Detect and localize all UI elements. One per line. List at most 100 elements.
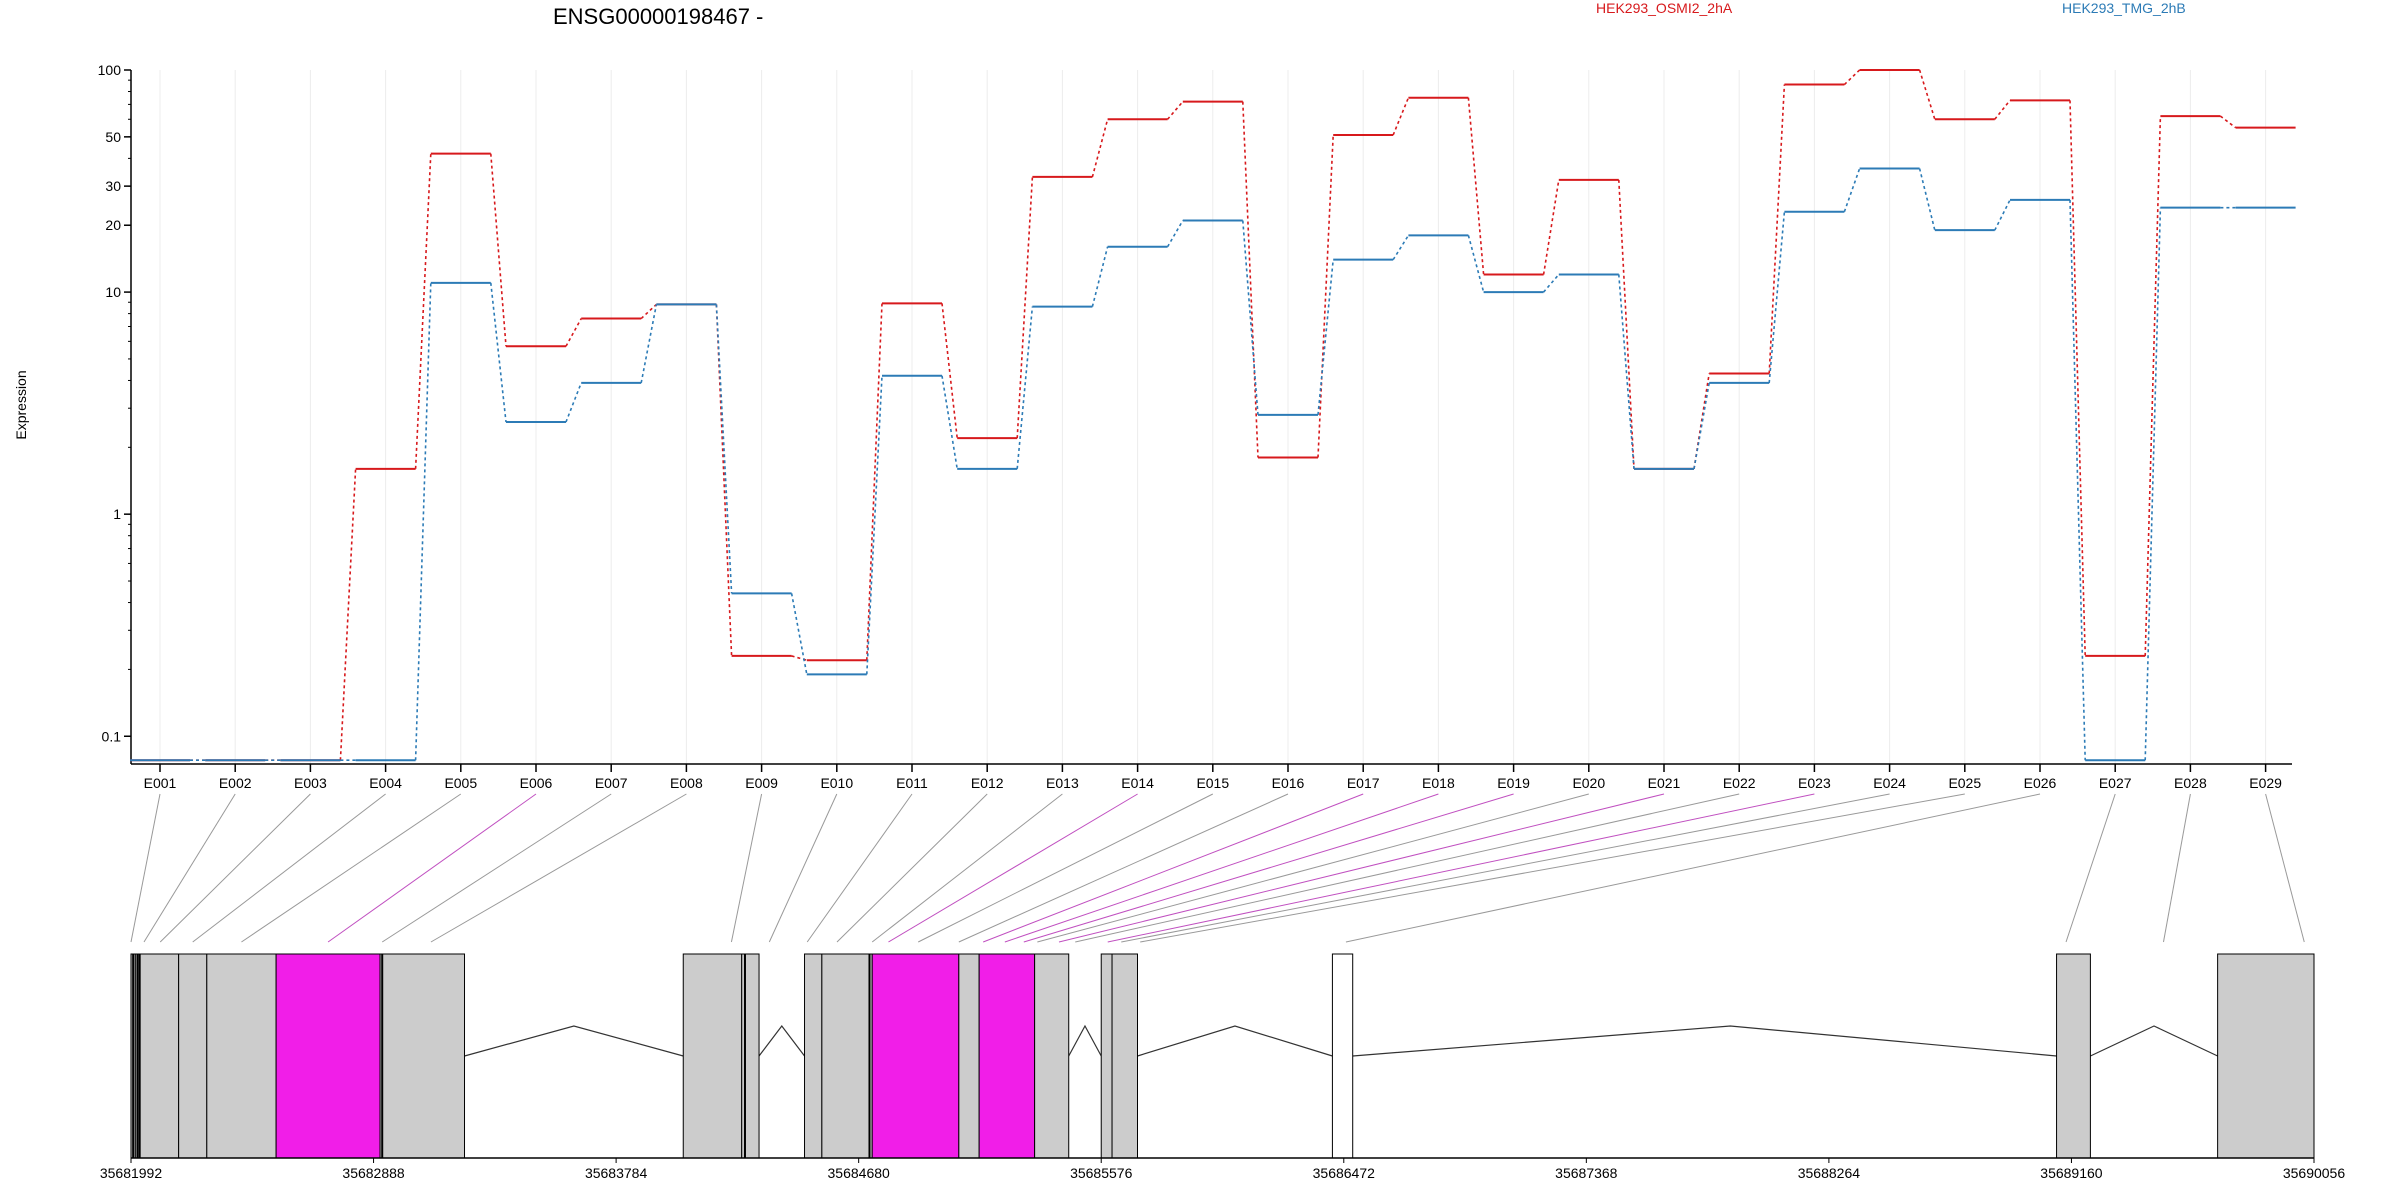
connector-segment <box>1242 220 1259 415</box>
connector-segment <box>2144 116 2162 656</box>
exon-link-e007 <box>381 793 612 943</box>
legend-label-tmg: HEK293_TMG_2hB <box>2062 0 2186 16</box>
exon-block <box>1100 953 1113 1159</box>
connector-segment <box>941 303 958 439</box>
connector-segment <box>640 304 658 384</box>
y-axis: 0.1 1 10 20 30 50 100 <box>98 62 132 764</box>
coord-tick-label: 35686472 <box>1313 1165 1376 1181</box>
coordinate-axis: 35681992 35682888 35683784 35684680 35685576… <box>100 1157 2345 1181</box>
x-tick-label-e018: E018 <box>1422 775 1455 791</box>
exon-link-e029 <box>2265 793 2305 943</box>
exon-block <box>1111 953 1138 1159</box>
y-tick-label: 50 <box>105 129 121 145</box>
connector-segment <box>1016 176 1034 439</box>
x-tick-label-e019: E019 <box>1497 775 1530 791</box>
exon-block <box>275 953 381 1159</box>
connector-segment <box>339 468 357 761</box>
connector-segment <box>1317 134 1334 458</box>
exon-link-e001 <box>130 793 161 943</box>
exon-link-e002 <box>143 793 236 943</box>
connector-segment <box>1166 101 1184 120</box>
exon-block <box>821 953 873 1159</box>
x-tick-label-e002: E002 <box>219 775 252 791</box>
x-tick-label-e001: E001 <box>144 775 177 791</box>
x-tick-label-e023: E023 <box>1798 775 1831 791</box>
exon-block <box>804 953 823 1159</box>
exon-block <box>958 953 980 1159</box>
coord-tick-label: 35681992 <box>100 1165 163 1181</box>
connector-segment <box>790 593 808 675</box>
legend-label-osmi2: HEK293_OSMI2_2hA <box>1596 0 1733 16</box>
x-tick-label-e027: E027 <box>2099 775 2132 791</box>
exon-link-e018 <box>1004 793 1439 943</box>
connector-segment <box>1392 234 1410 261</box>
x-tick-label-e004: E004 <box>369 775 402 791</box>
x-axis: E001 E002 E003 E004 E005 E006 E007 E008 E009 E010… <box>131 763 2292 791</box>
exon-link-e023 <box>1107 793 1815 943</box>
x-tick-label-e029: E029 <box>2249 775 2282 791</box>
exon-link-e019 <box>1023 793 1514 943</box>
y-tick-label: 10 <box>105 284 121 300</box>
exon-link-e014 <box>888 793 1138 943</box>
exon-link-e024 <box>1121 793 1890 943</box>
connector-segment <box>715 304 733 656</box>
y-tick-label: 100 <box>98 62 122 78</box>
series-lines <box>130 69 2296 762</box>
exon-link-e006 <box>327 793 537 943</box>
x-tick-label-e013: E013 <box>1046 775 1079 791</box>
exon-block <box>2056 953 2091 1159</box>
x-tick-label-e024: E024 <box>1873 775 1906 791</box>
exon-block <box>134 953 180 1159</box>
exon-link-e025 <box>1140 793 1965 943</box>
connector-segment <box>866 375 883 675</box>
exon-block <box>379 953 466 1159</box>
exon-link-e021 <box>1058 793 1665 943</box>
gene-model <box>130 953 2315 1159</box>
exon-link-e020 <box>1037 793 1589 943</box>
connector-segment <box>1843 69 1861 86</box>
intron-line <box>1137 1025 1333 1057</box>
connector-segment <box>1994 199 2011 231</box>
connector-segment <box>1242 101 1259 458</box>
connector-segment <box>1166 220 1184 248</box>
x-tick-label-e008: E008 <box>670 775 703 791</box>
plot-grid <box>159 70 2267 764</box>
coord-tick-label: 35684680 <box>828 1165 891 1181</box>
exon-block <box>206 953 277 1159</box>
exon-link-e017 <box>983 793 1364 943</box>
x-tick-label-e003: E003 <box>294 775 327 791</box>
coord-tick-label: 35688264 <box>1798 1165 1861 1181</box>
y-axis-label: Expression <box>13 370 29 439</box>
exon-block <box>2217 953 2315 1159</box>
connector-segment <box>2069 199 2086 761</box>
x-tick-label-e026: E026 <box>2024 775 2057 791</box>
connector-segment <box>1467 235 1485 293</box>
series-hek293_osmi2_2ha <box>130 69 2296 762</box>
x-tick-label-e016: E016 <box>1272 775 1305 791</box>
exon-link-lines <box>130 793 2305 943</box>
y-tick-label: 1 <box>113 506 121 522</box>
x-tick-label-e015: E015 <box>1196 775 1229 791</box>
connector-segment <box>715 304 733 594</box>
connector-segment <box>866 303 883 661</box>
exon-link-e028 <box>2162 793 2191 943</box>
x-tick-label-e020: E020 <box>1572 775 1605 791</box>
exon-link-e010 <box>768 793 838 943</box>
intron-line <box>1352 1025 2057 1057</box>
connector-segment <box>490 153 507 347</box>
coord-tick-label: 35689160 <box>2040 1165 2103 1181</box>
connector-segment <box>2219 115 2237 129</box>
exon-block <box>978 953 1036 1159</box>
chart-title: ENSG00000198467 - <box>553 4 763 29</box>
series-hek293_tmg_2hb <box>130 167 2296 762</box>
exon-link-e015 <box>917 793 1214 943</box>
connector-segment <box>2069 100 2086 656</box>
connector-segment <box>941 375 958 469</box>
intron-line <box>1068 1024 1102 1057</box>
exon-link-e004 <box>192 793 386 943</box>
intron-line <box>758 1025 806 1057</box>
coord-tick-label: 35685576 <box>1070 1165 1133 1181</box>
connector-segment <box>1843 168 1861 213</box>
exon-link-e012 <box>836 793 988 943</box>
